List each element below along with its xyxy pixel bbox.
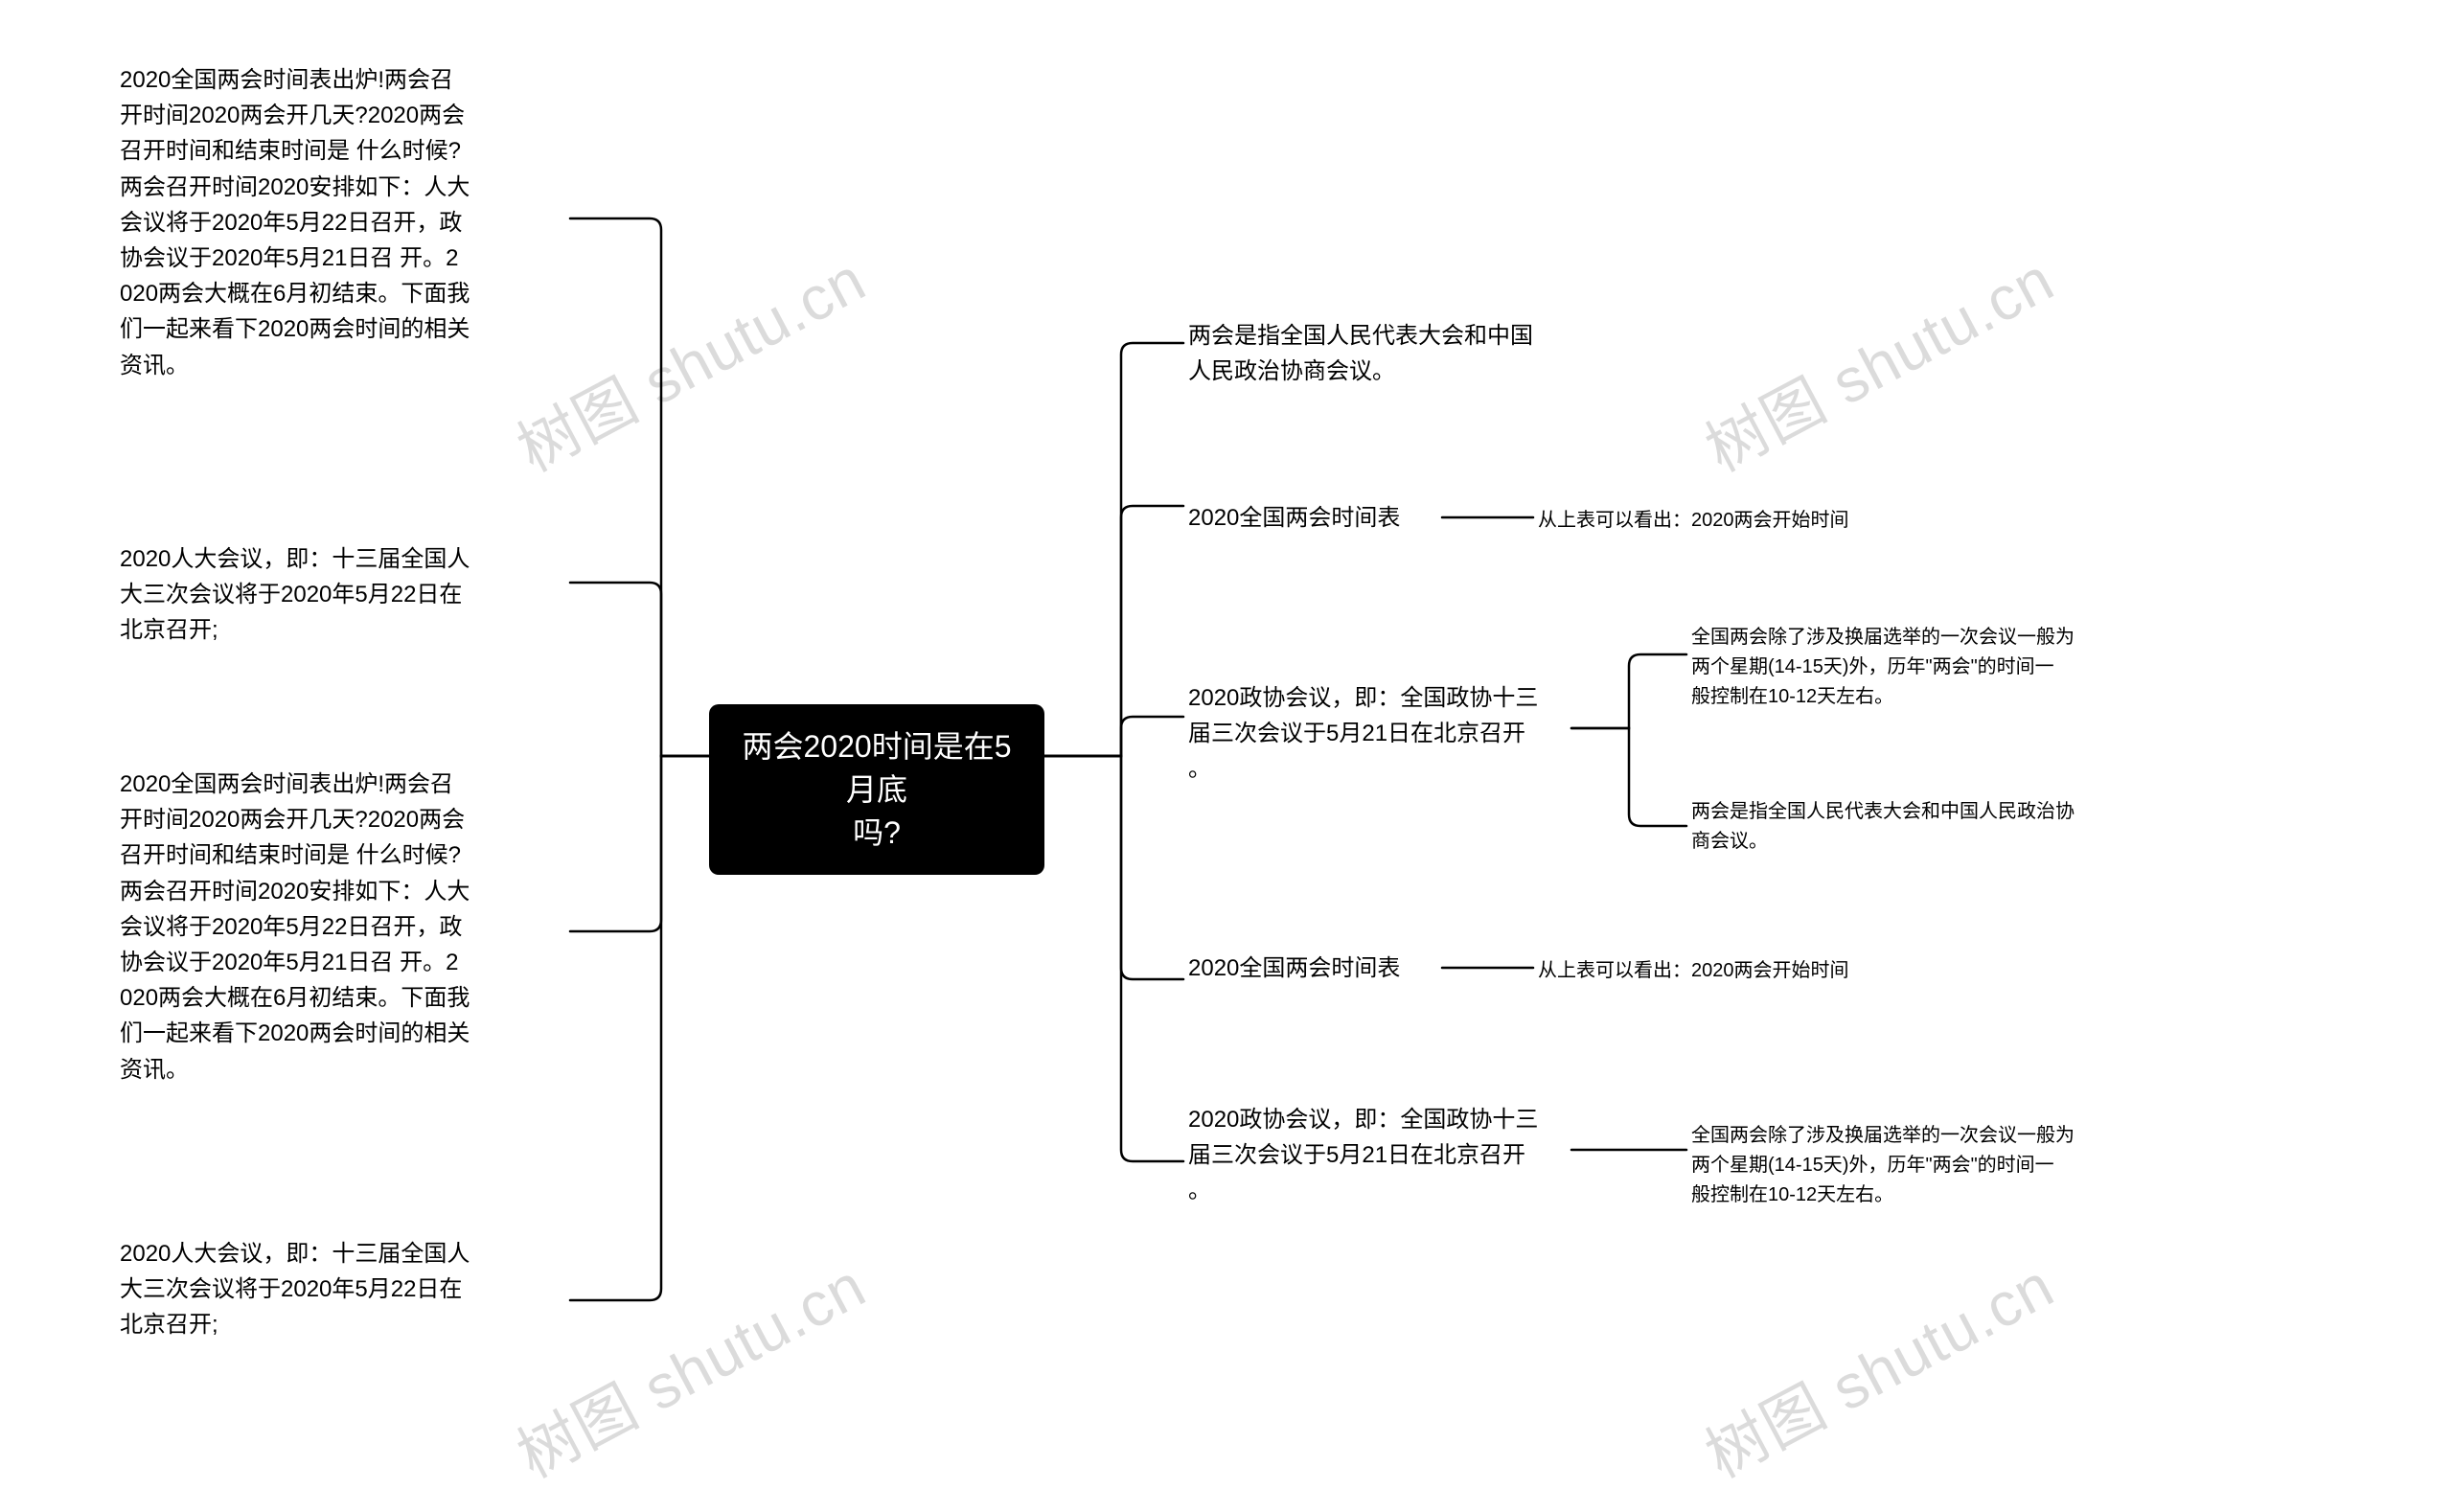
right-child-node: 从上表可以看出：2020两会开始时间 <box>1538 956 1969 986</box>
right-child-node: 两会是指全国人民代表大会和中国人民政治协商会议。 <box>1691 797 2170 857</box>
right-child-node: 从上表可以看出：2020两会开始时间 <box>1538 506 1969 536</box>
root-node: 两会2020时间是在5月底吗? <box>709 704 1044 875</box>
right-node: 2020政协会议，即：全国政协十三届三次会议于5月21日在北京召开。 <box>1188 1102 1591 1209</box>
right-node: 2020全国两会时间表 <box>1188 500 1591 536</box>
left-node: 2020全国两会时间表出炉!两会召开时间2020两会开几天?2020两会召开时间… <box>120 767 561 1088</box>
right-node: 两会是指全国人民代表大会和中国人民政治协商会议。 <box>1188 318 1591 389</box>
right-child-node: 全国两会除了涉及换届选举的一次会议一般为两个星期(14-15天)外，历年"两会"… <box>1691 623 2170 712</box>
right-child-node: 全国两会除了涉及换届选举的一次会议一般为两个星期(14-15天)外，历年"两会"… <box>1691 1121 2170 1210</box>
watermark: 树图 shutu.cn <box>1688 1238 2067 1495</box>
right-node: 2020全国两会时间表 <box>1188 951 1591 986</box>
left-node: 2020人大会议，即：十三届全国人大三次会议将于2020年5月22日在北京召开; <box>120 1236 561 1343</box>
left-node: 2020全国两会时间表出炉!两会召开时间2020两会开几天?2020两会召开时间… <box>120 62 561 383</box>
right-node: 2020政协会议，即：全国政协十三届三次会议于5月21日在北京召开。 <box>1188 680 1591 788</box>
watermark: 树图 shutu.cn <box>1688 232 2067 489</box>
left-node: 2020人大会议，即：十三届全国人大三次会议将于2020年5月22日在北京召开; <box>120 541 561 649</box>
